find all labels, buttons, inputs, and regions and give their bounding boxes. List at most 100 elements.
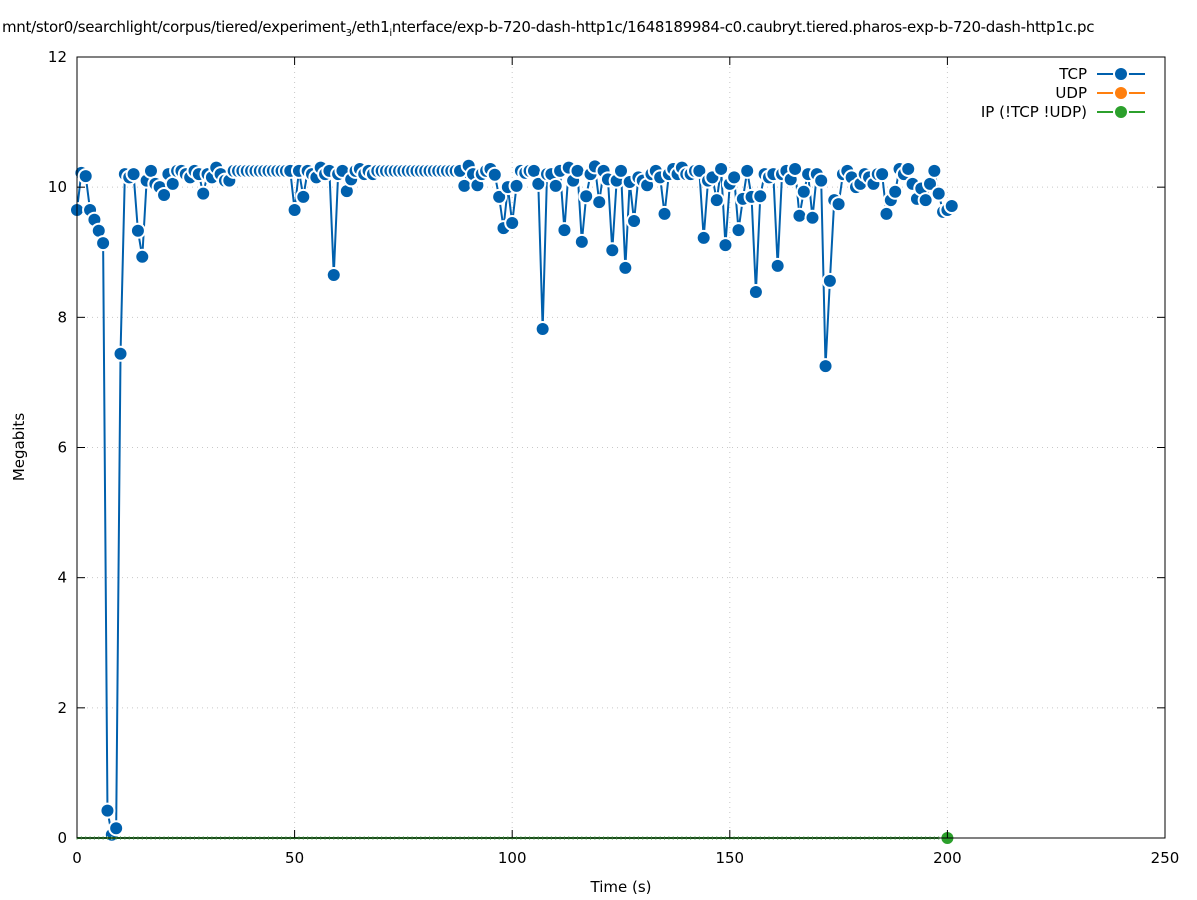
data-point — [527, 164, 540, 177]
x-tick-label: 100 — [498, 849, 527, 867]
data-point — [819, 360, 832, 373]
data-point — [97, 237, 110, 250]
data-point — [493, 190, 506, 203]
legend-marker — [1115, 87, 1127, 99]
data-point — [741, 164, 754, 177]
y-tick-label: 2 — [57, 699, 67, 717]
data-point — [619, 261, 632, 274]
data-point — [615, 164, 627, 177]
title-part: mnt/stor0/searchlight/corpus/tiered/expe… — [2, 18, 346, 36]
data-point — [876, 168, 889, 181]
data-point — [719, 239, 732, 252]
legend-marker — [1115, 106, 1127, 118]
data-point — [832, 198, 845, 211]
data-point — [92, 224, 105, 237]
data-point — [710, 194, 723, 207]
data-point — [749, 285, 762, 298]
data-point — [606, 244, 619, 257]
data-point — [114, 347, 127, 360]
data-point — [536, 323, 549, 336]
title-subscript: i — [389, 28, 392, 39]
y-tick-label: 0 — [57, 829, 67, 847]
data-point — [166, 177, 179, 190]
data-point — [923, 177, 936, 190]
data-point — [728, 171, 741, 184]
data-point — [471, 179, 484, 192]
data-point — [580, 190, 593, 203]
chart-title: mnt/stor0/searchlight/corpus/tiered/expe… — [2, 18, 1094, 39]
x-tick-label: 150 — [715, 849, 744, 867]
data-point — [136, 250, 149, 263]
data-point — [945, 200, 958, 213]
data-point — [732, 224, 745, 237]
data-point — [641, 179, 654, 192]
title-subscript: 3 — [345, 28, 352, 39]
data-point — [458, 179, 471, 192]
data-point — [889, 185, 902, 198]
data-point — [715, 162, 728, 175]
data-point — [340, 185, 353, 198]
data-point — [488, 168, 501, 181]
y-tick-label: 8 — [57, 308, 67, 326]
data-point — [928, 164, 941, 177]
data-point — [575, 235, 588, 248]
data-point — [197, 187, 210, 200]
legend-label: IP (!TCP !UDP) — [981, 103, 1087, 121]
legend-marker — [1115, 68, 1127, 80]
data-point — [79, 170, 92, 183]
data-point — [110, 822, 123, 835]
series-tcp — [69, 157, 960, 843]
data-point — [327, 269, 340, 282]
data-point — [815, 174, 828, 187]
data-point — [571, 164, 584, 177]
y-axis-label: Megabits — [10, 413, 28, 481]
x-tick-label: 0 — [72, 849, 82, 867]
x-tick-label: 200 — [933, 849, 962, 867]
data-point — [558, 224, 571, 237]
data-point — [754, 190, 767, 203]
data-point — [793, 209, 806, 222]
series-line — [76, 162, 953, 838]
x-tick-label: 250 — [1151, 849, 1180, 867]
legend-label: UDP — [1055, 84, 1087, 102]
data-point — [101, 804, 114, 817]
data-point — [510, 179, 523, 192]
data-point — [919, 194, 932, 207]
data-point — [506, 216, 519, 229]
data-point — [823, 274, 836, 287]
data-point — [880, 207, 893, 220]
data-point — [697, 231, 710, 244]
data-point — [144, 164, 157, 177]
y-tick-label: 4 — [57, 569, 67, 587]
data-point — [88, 213, 101, 226]
data-point — [297, 190, 310, 203]
data-point — [797, 185, 810, 198]
data-point — [593, 196, 606, 209]
data-point — [549, 179, 562, 192]
data-point — [127, 168, 140, 181]
data-point — [902, 162, 915, 175]
x-axis-label: Time (s) — [590, 878, 652, 896]
ticks: 0 50 100 150 200 250 0 2 4 6 8 10 12 — [48, 48, 1179, 867]
y-tick-label: 6 — [57, 439, 67, 457]
title-part: nterface/exp-b-720-dash-http1c/164818998… — [391, 18, 1095, 36]
legend-label: TCP — [1058, 65, 1087, 83]
title-part: /eth1 — [351, 18, 390, 36]
y-tick-label: 10 — [48, 178, 67, 196]
data-point — [693, 164, 706, 177]
data-point — [532, 177, 545, 190]
data-point — [806, 211, 819, 224]
data-point — [771, 259, 784, 272]
y-tick-label: 12 — [48, 48, 67, 66]
data-point — [288, 203, 301, 216]
data-point — [131, 224, 144, 237]
data-point — [628, 215, 641, 228]
series-layer — [69, 157, 960, 846]
data-point — [932, 187, 945, 200]
data-point — [789, 162, 802, 175]
x-tick-label: 50 — [285, 849, 304, 867]
data-point — [658, 207, 671, 220]
data-point — [158, 188, 171, 201]
